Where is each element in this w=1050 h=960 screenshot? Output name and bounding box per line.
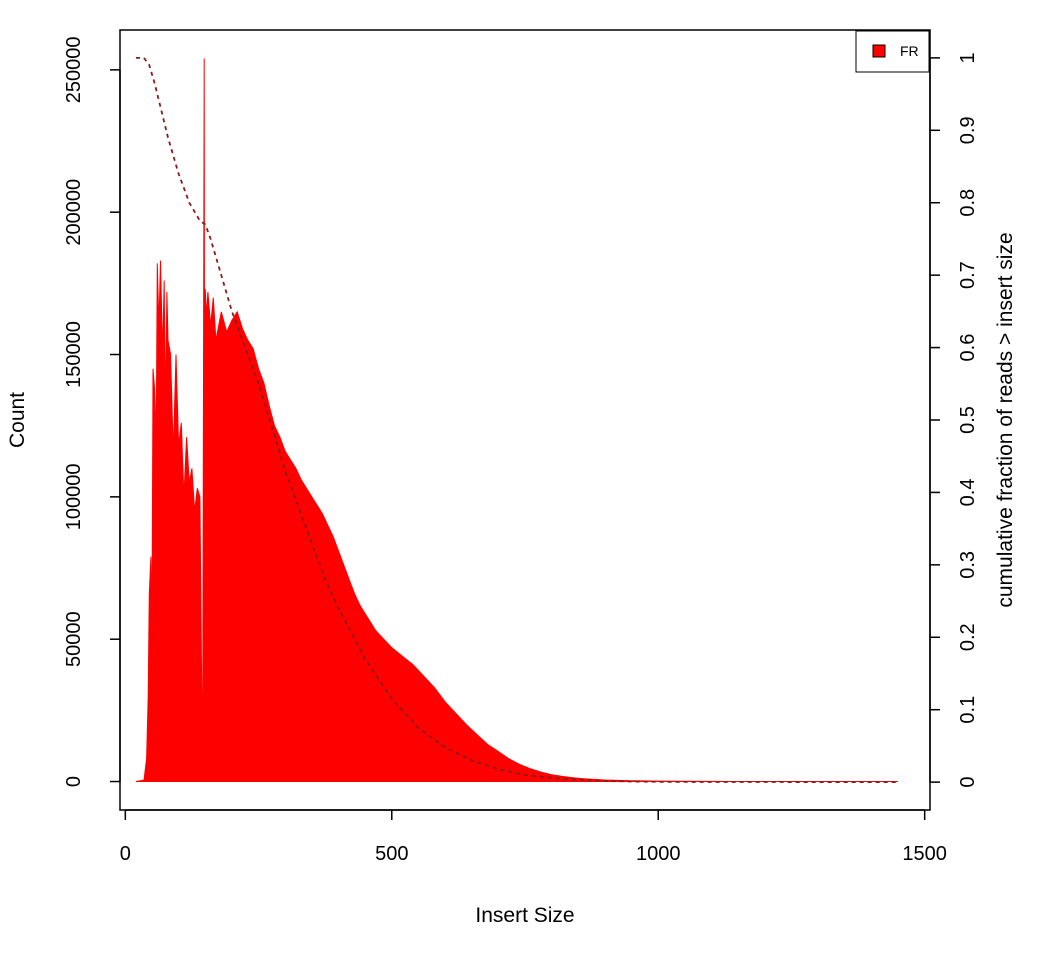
y2-tick-label: 0.3 <box>957 551 979 579</box>
y-axis-left: 0 50000 100000 150000 200000 250000 <box>63 36 121 787</box>
y-tick-label: 100000 <box>63 463 85 530</box>
legend-box <box>855 30 930 73</box>
y2-axis-title: cumulative fraction of reads > insert si… <box>994 232 1017 607</box>
y2-tick-label: 0.5 <box>957 406 979 434</box>
x-axis: 0 500 1000 1500 <box>120 809 947 865</box>
x-tick-label: 500 <box>375 843 408 865</box>
x-tick-label: 1500 <box>902 843 947 865</box>
y2-tick-label: 0.4 <box>957 479 979 507</box>
x-tick-label: 0 <box>120 843 131 865</box>
y-axis-title: Count <box>6 392 29 448</box>
y-axis-right: 0 0.1 0.2 0.3 0.4 0.5 0.6 0.7 0.8 0.9 1 <box>929 52 979 788</box>
y2-tick-label: 0.6 <box>957 334 979 362</box>
legend-swatch-fr <box>872 44 886 58</box>
y-tick-label: 50000 <box>63 611 85 667</box>
legend-label-fr: FR <box>900 43 919 59</box>
y2-tick-label: 0.7 <box>957 261 979 289</box>
y-tick-label: 250000 <box>63 36 85 103</box>
y2-tick-label: 0.9 <box>957 116 979 144</box>
y2-tick-label: 0.2 <box>957 623 979 651</box>
cumulative-fraction-line <box>136 57 898 783</box>
y2-tick-label: 0 <box>957 777 979 788</box>
series-layer <box>135 58 898 782</box>
y-tick-label: 0 <box>63 776 85 787</box>
y-tick-label: 200000 <box>63 179 85 246</box>
y2-tick-label: 0.8 <box>957 189 979 217</box>
y2-tick-label: 1 <box>957 52 979 63</box>
cdf-layer <box>136 57 898 783</box>
legend: FR <box>855 30 930 73</box>
x-tick-label: 1000 <box>636 843 681 865</box>
series-fr-area <box>135 58 898 782</box>
y2-tick-label: 0.1 <box>957 696 979 724</box>
y-tick-label: 150000 <box>63 321 85 388</box>
x-axis-title: Insert Size <box>475 904 574 927</box>
